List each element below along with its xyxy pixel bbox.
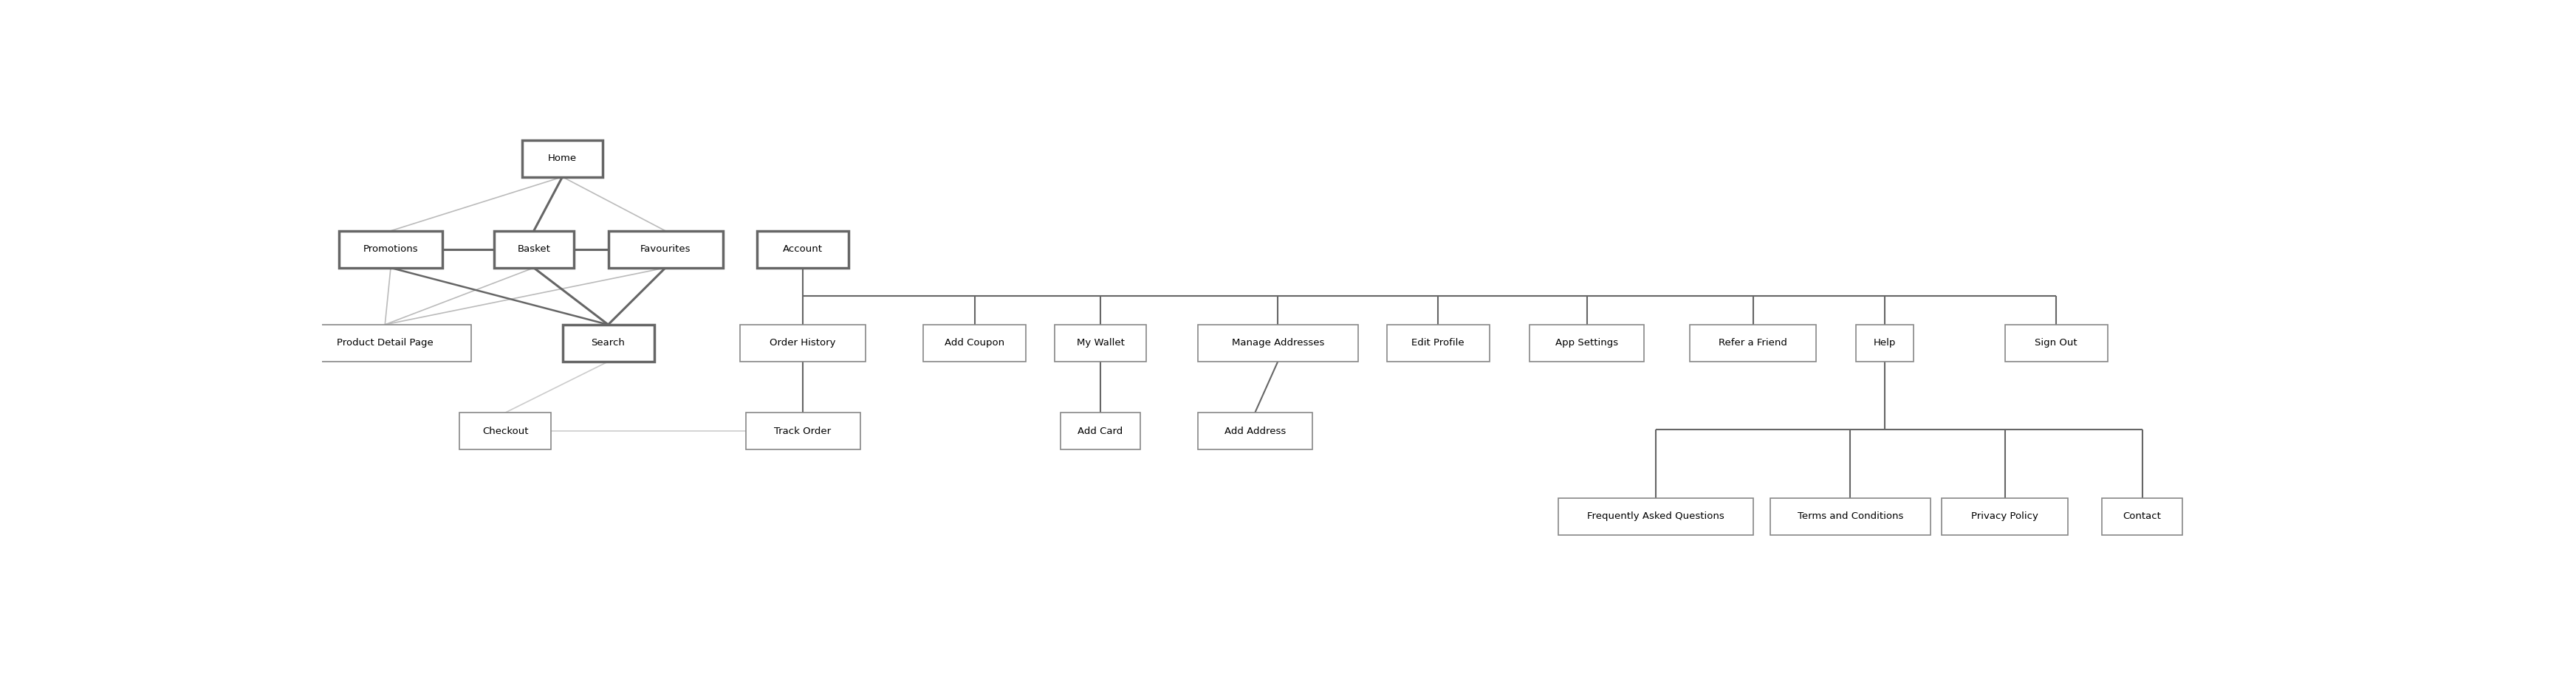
FancyBboxPatch shape	[1690, 324, 1816, 362]
Text: Sign Out: Sign Out	[2035, 338, 2076, 348]
FancyBboxPatch shape	[744, 412, 860, 450]
Text: Order History: Order History	[770, 338, 835, 348]
FancyBboxPatch shape	[1061, 412, 1141, 450]
FancyBboxPatch shape	[922, 324, 1025, 362]
Text: Add Card: Add Card	[1077, 427, 1123, 436]
FancyBboxPatch shape	[1942, 498, 2069, 535]
Text: Terms and Conditions: Terms and Conditions	[1798, 512, 1904, 521]
FancyBboxPatch shape	[495, 231, 574, 268]
FancyBboxPatch shape	[1198, 324, 1358, 362]
Text: Basket: Basket	[518, 245, 551, 254]
Text: Search: Search	[592, 338, 626, 348]
FancyBboxPatch shape	[608, 231, 724, 268]
FancyBboxPatch shape	[757, 231, 848, 268]
Text: Edit Profile: Edit Profile	[1412, 338, 1466, 348]
Text: Promotions: Promotions	[363, 245, 417, 254]
Text: Account: Account	[783, 245, 822, 254]
FancyBboxPatch shape	[1054, 324, 1146, 362]
Text: App Settings: App Settings	[1556, 338, 1618, 348]
Text: Add Coupon: Add Coupon	[945, 338, 1005, 348]
Text: Frequently Asked Questions: Frequently Asked Questions	[1587, 512, 1723, 521]
Text: Checkout: Checkout	[482, 427, 528, 436]
Text: Favourites: Favourites	[639, 245, 690, 254]
FancyBboxPatch shape	[739, 324, 866, 362]
FancyBboxPatch shape	[459, 412, 551, 450]
Text: Home: Home	[549, 153, 577, 163]
FancyBboxPatch shape	[1855, 324, 1914, 362]
Text: Privacy Policy: Privacy Policy	[1971, 512, 2038, 521]
FancyBboxPatch shape	[562, 324, 654, 362]
Text: Refer a Friend: Refer a Friend	[1718, 338, 1788, 348]
FancyBboxPatch shape	[1530, 324, 1643, 362]
Text: Add Address: Add Address	[1224, 427, 1285, 436]
FancyBboxPatch shape	[1386, 324, 1489, 362]
Text: Contact: Contact	[2123, 512, 2161, 521]
FancyBboxPatch shape	[340, 231, 443, 268]
FancyBboxPatch shape	[2004, 324, 2107, 362]
Text: Manage Addresses: Manage Addresses	[1231, 338, 1324, 348]
Text: Track Order: Track Order	[775, 427, 832, 436]
Text: Help: Help	[1873, 338, 1896, 348]
FancyBboxPatch shape	[1198, 412, 1311, 450]
FancyBboxPatch shape	[2102, 498, 2182, 535]
FancyBboxPatch shape	[299, 324, 471, 362]
FancyBboxPatch shape	[1770, 498, 1929, 535]
Text: Product Detail Page: Product Detail Page	[337, 338, 433, 348]
FancyBboxPatch shape	[1558, 498, 1752, 535]
FancyBboxPatch shape	[523, 140, 603, 177]
Text: My Wallet: My Wallet	[1077, 338, 1123, 348]
